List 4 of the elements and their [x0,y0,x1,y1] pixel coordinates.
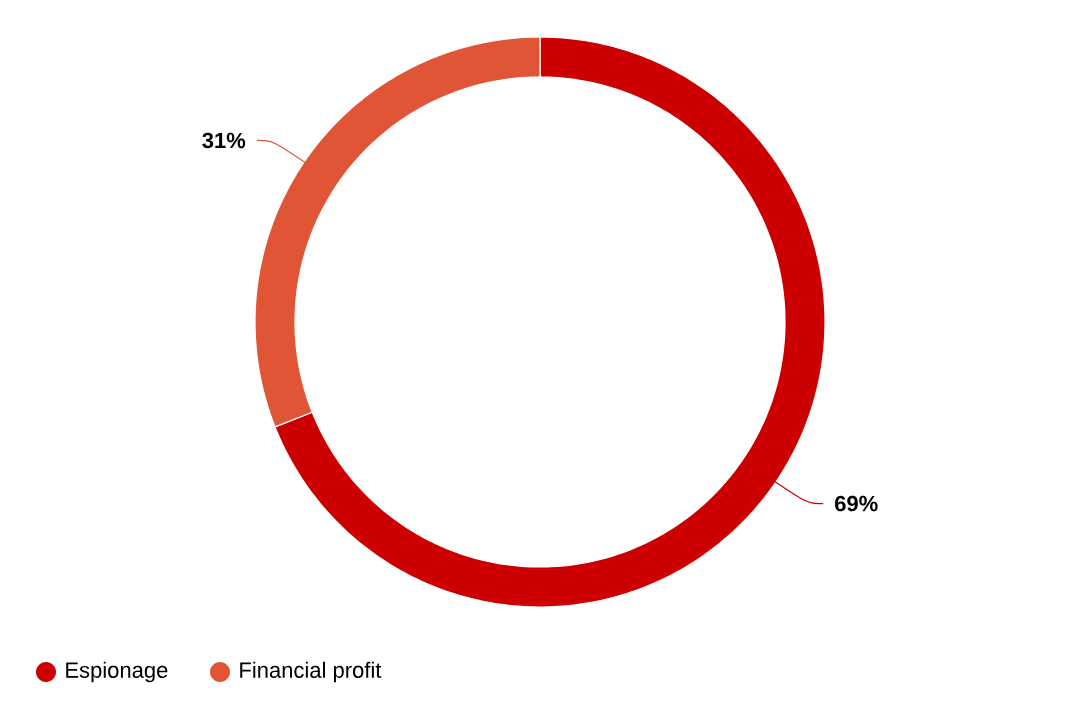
legend-label: Espionage [66,661,168,683]
data-label: 31% [202,132,246,149]
legend-label: Financial profit [240,661,382,683]
data-label: 69% [835,495,878,512]
